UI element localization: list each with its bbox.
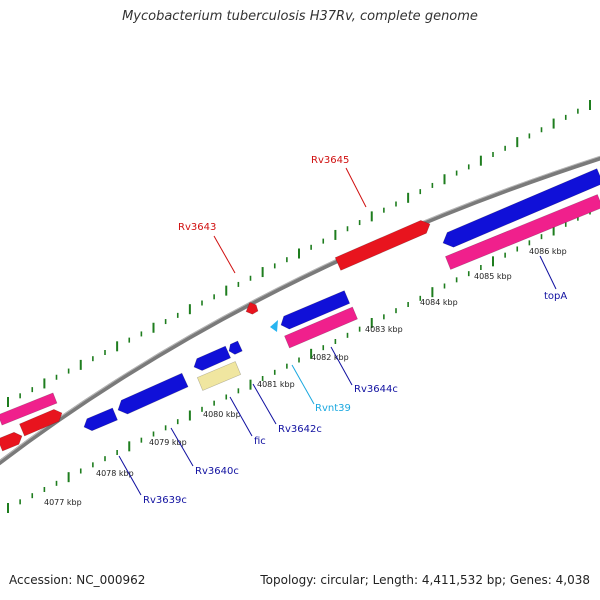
cds-topa-blue[interactable] bbox=[442, 168, 600, 248]
outer-tick-ring bbox=[7, 100, 591, 407]
cds-rv3640c[interactable] bbox=[117, 372, 189, 415]
cds-topa-pink[interactable] bbox=[445, 194, 600, 270]
gene-label[interactable]: Rv3639c bbox=[143, 495, 187, 506]
tick-labels: 4077 kbp 4078 kbp 4079 kbp 4080 kbp 4081 kbp… bbox=[44, 247, 567, 507]
label-leader-line bbox=[539, 255, 557, 290]
tick-label: 4078 kbp bbox=[96, 469, 134, 478]
gene-label[interactable]: Rv3644c bbox=[354, 384, 398, 395]
tick-label: 4085 kbp bbox=[474, 272, 512, 281]
label-leader-line bbox=[170, 427, 194, 467]
label-leader-line bbox=[118, 455, 142, 496]
cds-rv3644c-pink[interactable] bbox=[284, 306, 358, 349]
gene-label[interactable]: topA bbox=[544, 291, 567, 302]
tick-label: 4080 kbp bbox=[203, 410, 241, 419]
gene-label[interactable]: fic bbox=[254, 436, 266, 447]
tick-label: 4082 kbp bbox=[311, 353, 349, 362]
cds-left-pink[interactable] bbox=[0, 392, 58, 426]
label-leader-line bbox=[252, 383, 277, 425]
tick-label: 4077 kbp bbox=[44, 498, 82, 507]
gene-label[interactable]: Rv3642c bbox=[278, 424, 322, 435]
tick-label: 4081 kbp bbox=[257, 380, 295, 389]
cds-rv3643[interactable] bbox=[245, 302, 259, 315]
cds-fic[interactable] bbox=[196, 361, 242, 391]
tick-label: 4079 kbp bbox=[149, 438, 187, 447]
backbone bbox=[0, 155, 600, 466]
inner-tick-ring bbox=[7, 209, 591, 513]
tick-label: 4084 kbp bbox=[420, 298, 458, 307]
map-title: Mycobacterium tuberculosis H37Rv, comple… bbox=[122, 9, 478, 24]
label-leader-line bbox=[229, 396, 253, 437]
ncrna-rvnt39[interactable] bbox=[270, 320, 278, 332]
label-leader-line bbox=[330, 346, 353, 386]
genome-stats-text: Topology: circular; Length: 4,411,532 bp… bbox=[260, 573, 590, 587]
cds-left-red-2[interactable] bbox=[19, 409, 63, 437]
cds-rv3642c-small[interactable] bbox=[228, 340, 243, 355]
accession-text: Accession: NC_000962 bbox=[9, 573, 146, 587]
feature-track[interactable] bbox=[0, 168, 600, 452]
tick-label: 4086 kbp bbox=[529, 247, 567, 256]
backbone-highlight bbox=[0, 155, 600, 462]
gene-label[interactable]: Rv3640c bbox=[195, 466, 239, 477]
cds-rv3639c[interactable] bbox=[83, 407, 118, 432]
tick-label: 4083 kbp bbox=[365, 325, 403, 334]
gene-label[interactable]: Rv3643 bbox=[178, 222, 216, 233]
label-leader-line bbox=[291, 364, 315, 405]
backbone-line bbox=[0, 155, 600, 466]
cds-rv3644c[interactable] bbox=[280, 290, 351, 330]
cds-rv3645[interactable] bbox=[334, 220, 431, 271]
label-leader-line bbox=[345, 167, 367, 208]
cds-left-red-1[interactable] bbox=[0, 431, 23, 452]
label-leader-line bbox=[213, 235, 236, 274]
gene-label[interactable]: Rvnt39 bbox=[315, 403, 351, 414]
cds-rv3642c[interactable] bbox=[193, 345, 231, 371]
gene-label[interactable]: Rv3645 bbox=[311, 155, 349, 166]
